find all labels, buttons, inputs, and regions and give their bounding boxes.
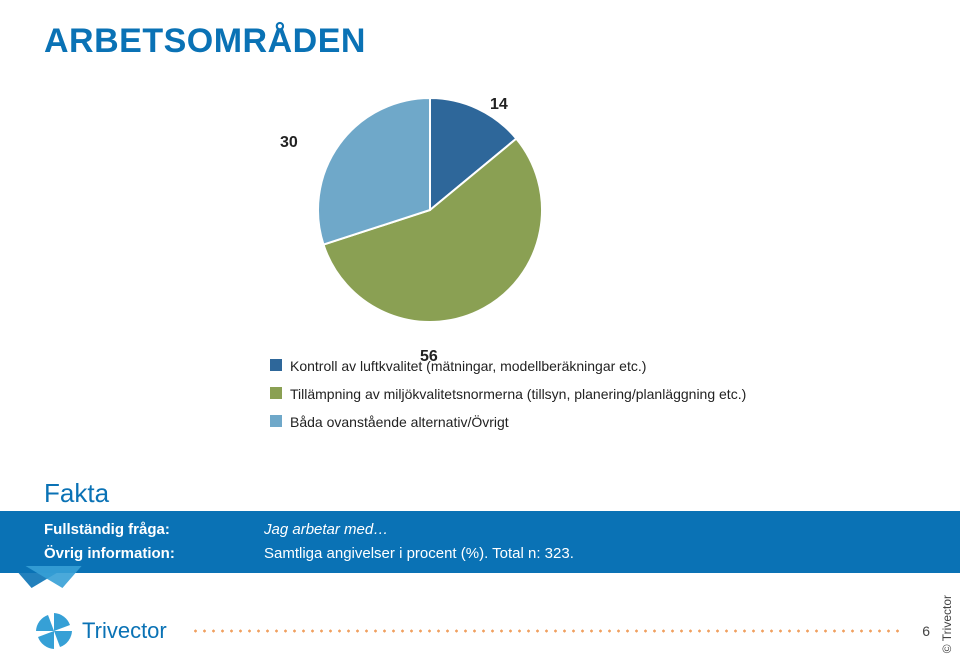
legend-item: Tillämpning av miljökvalitetsnormerna (t… <box>270 383 746 407</box>
page-number: 6 <box>922 623 930 639</box>
legend-item: Kontroll av luftkvalitet (mätningar, mod… <box>270 355 746 379</box>
legend-label: Kontroll av luftkvalitet (mätningar, mod… <box>290 355 646 379</box>
footer-dots <box>191 629 902 633</box>
fakta-heading: Fakta <box>44 478 960 509</box>
fakta-bar: Fullständig fråga: Övrig information: Ja… <box>0 511 960 573</box>
fakta-key-1: Övrig information: <box>44 542 264 566</box>
slide: ARBETSOMRÅDEN 145630 Kontroll av luftkva… <box>0 0 960 665</box>
legend-swatch <box>270 415 282 427</box>
fakta-val-0: Jag arbetar med… <box>264 518 574 542</box>
legend-swatch <box>270 387 282 399</box>
legend-swatch <box>270 359 282 371</box>
chart-legend: Kontroll av luftkvalitet (mätningar, mod… <box>270 355 746 438</box>
footer: Trivector 6 <box>0 611 960 651</box>
fakta-keys: Fullständig fråga: Övrig information: <box>44 518 264 566</box>
fakta-section: Fakta Fullständig fråga: Övrig informati… <box>0 478 960 573</box>
fakta-key-0: Fullständig fråga: <box>44 518 264 542</box>
pie-chart: 145630 <box>300 80 560 340</box>
brand-logo: Trivector <box>34 611 167 651</box>
page-title: ARBETSOMRÅDEN <box>44 22 366 61</box>
pinwheel-icon <box>34 611 74 651</box>
legend-label: Tillämpning av miljökvalitetsnormerna (t… <box>290 383 746 407</box>
ribbon-decor-2 <box>26 566 91 588</box>
legend-label: Båda ovanstående alternativ/Övrigt <box>290 411 509 435</box>
fakta-values: Jag arbetar med… Samtliga angivelser i p… <box>264 518 574 566</box>
pie-value-label: 30 <box>280 134 298 152</box>
pie-value-label: 14 <box>490 96 508 114</box>
fakta-val-1: Samtliga angivelser i procent (%). Total… <box>264 542 574 566</box>
pie-chart-svg <box>300 80 560 340</box>
legend-item: Båda ovanstående alternativ/Övrigt <box>270 411 746 435</box>
brand-name: Trivector <box>82 618 167 644</box>
